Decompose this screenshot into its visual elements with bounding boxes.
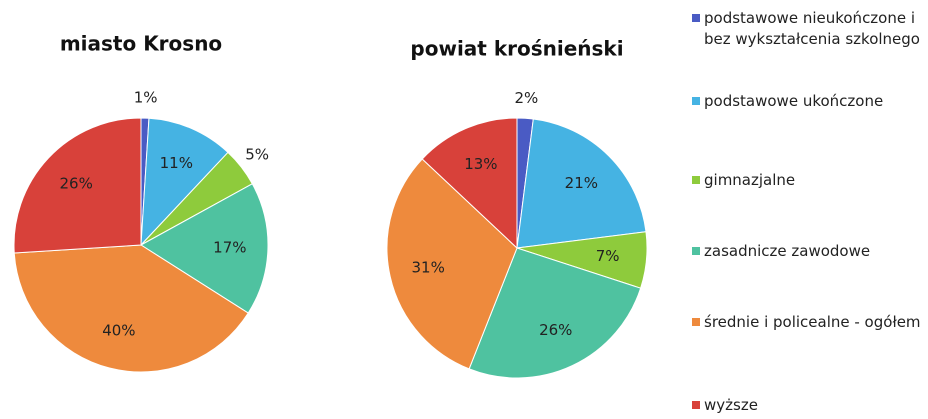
legend-item: gimnazjalne xyxy=(692,170,928,191)
legend-label: średnie i policealne - ogółem xyxy=(704,313,921,331)
data-label: 17% xyxy=(213,238,246,256)
legend-item: podstawowe nieukończone i bez wykształce… xyxy=(692,8,928,50)
data-label: 13% xyxy=(464,155,497,173)
legend-label: zasadnicze zawodowe xyxy=(704,242,871,260)
legend-swatch xyxy=(692,401,700,409)
pie-slice xyxy=(13,244,249,373)
data-label: 5% xyxy=(245,145,269,163)
data-label: 7% xyxy=(596,247,620,265)
data-label: 11% xyxy=(160,154,193,172)
pie-slice xyxy=(468,247,642,379)
chart-title: miasto Krosno xyxy=(60,32,222,56)
pie-slice xyxy=(421,117,518,250)
chart-title: powiat krośnieński xyxy=(410,37,623,61)
data-label: 40% xyxy=(102,322,135,340)
pie-slice xyxy=(140,117,229,247)
legend-swatch xyxy=(692,318,700,326)
legend-swatch xyxy=(692,247,700,255)
pie-slice xyxy=(140,183,269,314)
data-label: 26% xyxy=(539,321,572,339)
legend-label: gimnazjalne xyxy=(704,171,796,189)
data-label: 26% xyxy=(60,175,93,193)
data-label: 21% xyxy=(565,174,598,192)
legend-swatch xyxy=(692,14,700,22)
data-label: 31% xyxy=(412,258,445,276)
pie-slice xyxy=(386,158,518,370)
legend-swatch xyxy=(692,176,700,184)
legend-label: wyższe xyxy=(704,396,758,414)
legend-item: podstawowe ukończone xyxy=(692,91,928,112)
pie-slice xyxy=(516,118,647,249)
data-label: 1% xyxy=(134,89,158,107)
legend-label: podstawowe ukończone xyxy=(704,92,884,110)
legend-label: podstawowe nieukończone i bez wykształce… xyxy=(704,9,920,48)
legend-swatch xyxy=(692,97,700,105)
legend-item: średnie i policealne - ogółem xyxy=(692,312,928,333)
legend-item: wyższe xyxy=(692,395,928,416)
data-label: 2% xyxy=(515,89,539,107)
legend-item: zasadnicze zawodowe xyxy=(692,241,928,262)
pie-slice xyxy=(13,117,142,254)
